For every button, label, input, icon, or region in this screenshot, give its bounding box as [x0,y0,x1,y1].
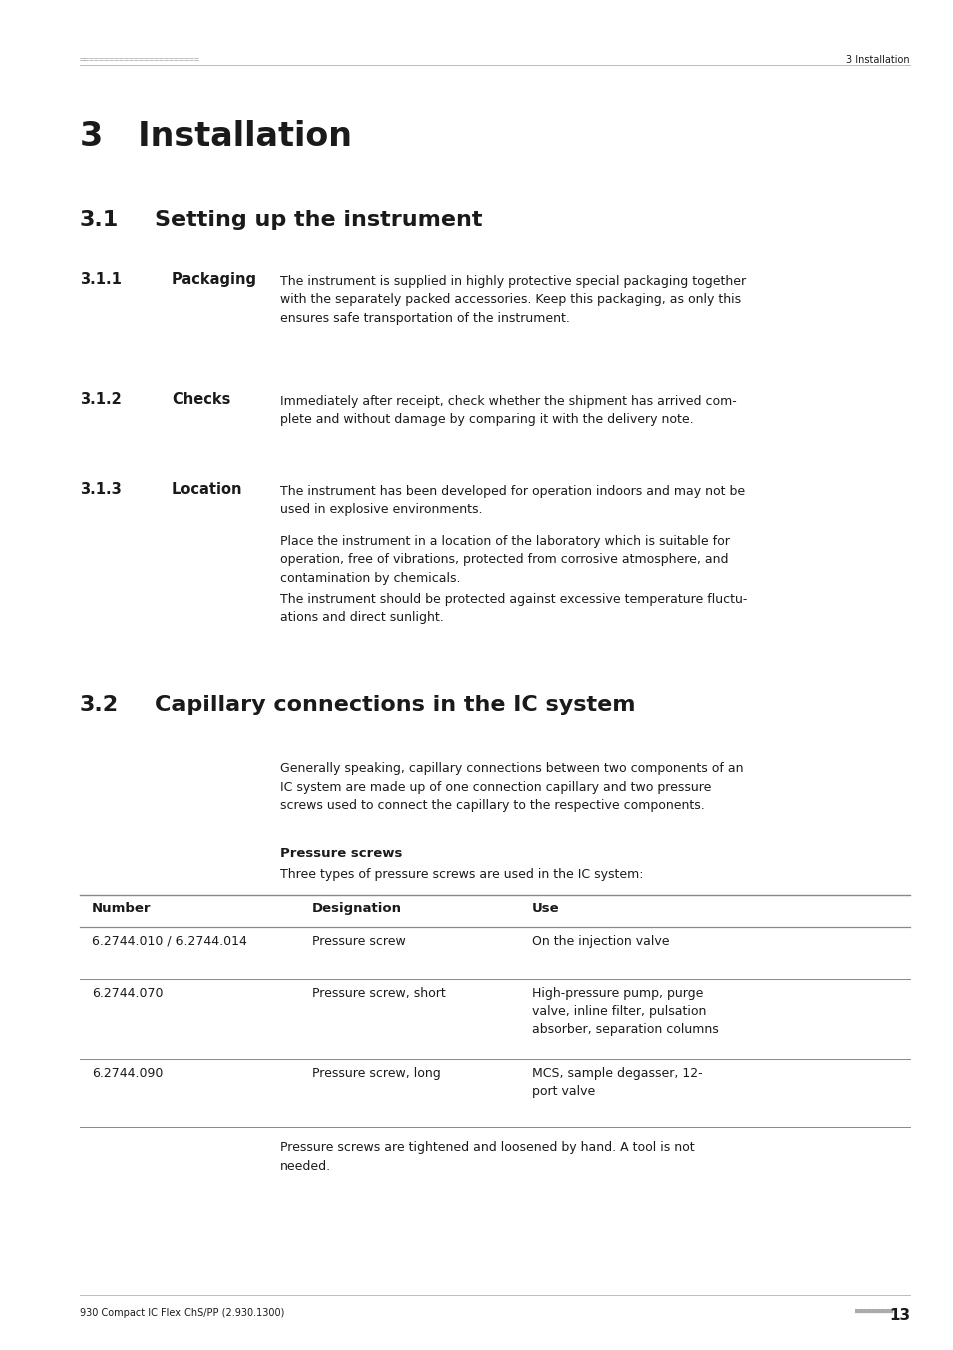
Text: Location: Location [172,482,242,497]
Text: 13: 13 [888,1308,909,1323]
Text: 6.2744.010 / 6.2744.014: 6.2744.010 / 6.2744.014 [91,936,247,948]
Text: Use: Use [532,902,559,915]
Text: Setting up the instrument: Setting up the instrument [154,211,482,230]
Text: The instrument is supplied in highly protective special packaging together
with : The instrument is supplied in highly pro… [280,275,745,325]
Text: Pressure screws: Pressure screws [280,846,402,860]
Text: Immediately after receipt, check whether the shipment has arrived com-
plete and: Immediately after receipt, check whether… [280,396,736,427]
Text: Pressure screws are tightened and loosened by hand. A tool is not
needed.: Pressure screws are tightened and loosen… [280,1141,694,1173]
Text: Checks: Checks [172,392,230,406]
Text: Designation: Designation [312,902,401,915]
Text: 3   Installation: 3 Installation [80,120,352,153]
Text: On the injection valve: On the injection valve [532,936,669,948]
Text: 3.1.3: 3.1.3 [80,482,122,497]
Text: Place the instrument in a location of the laboratory which is suitable for
opera: Place the instrument in a location of th… [280,535,729,585]
Text: High-pressure pump, purge
valve, inline filter, pulsation
absorber, separation c: High-pressure pump, purge valve, inline … [532,987,718,1035]
Text: ■■■■■■■■■: ■■■■■■■■■ [854,1308,892,1314]
Text: Pressure screw, short: Pressure screw, short [312,987,445,1000]
Text: The instrument has been developed for operation indoors and may not be
used in e: The instrument has been developed for op… [280,485,744,517]
Text: Pressure screw, long: Pressure screw, long [312,1066,440,1080]
Text: Pressure screw: Pressure screw [312,936,405,948]
Text: Packaging: Packaging [172,271,256,288]
Text: 3 Installation: 3 Installation [845,55,909,65]
Text: MCS, sample degasser, 12-
port valve: MCS, sample degasser, 12- port valve [532,1066,702,1098]
Text: 930 Compact IC Flex ChS/PP (2.930.1300): 930 Compact IC Flex ChS/PP (2.930.1300) [80,1308,284,1318]
Text: 3.2: 3.2 [80,695,119,716]
Text: 3.1.1: 3.1.1 [80,271,122,288]
Text: 6.2744.070: 6.2744.070 [91,987,163,1000]
Text: Number: Number [91,902,152,915]
Text: ========================: ======================== [80,55,200,63]
Text: Three types of pressure screws are used in the IC system:: Three types of pressure screws are used … [280,868,643,882]
Text: The instrument should be protected against excessive temperature fluctu-
ations : The instrument should be protected again… [280,593,746,625]
Text: Generally speaking, capillary connections between two components of an
IC system: Generally speaking, capillary connection… [280,761,742,811]
Text: 6.2744.090: 6.2744.090 [91,1066,163,1080]
Text: Capillary connections in the IC system: Capillary connections in the IC system [154,695,635,716]
Text: 3.1.2: 3.1.2 [80,392,122,406]
Text: 3.1: 3.1 [80,211,119,230]
